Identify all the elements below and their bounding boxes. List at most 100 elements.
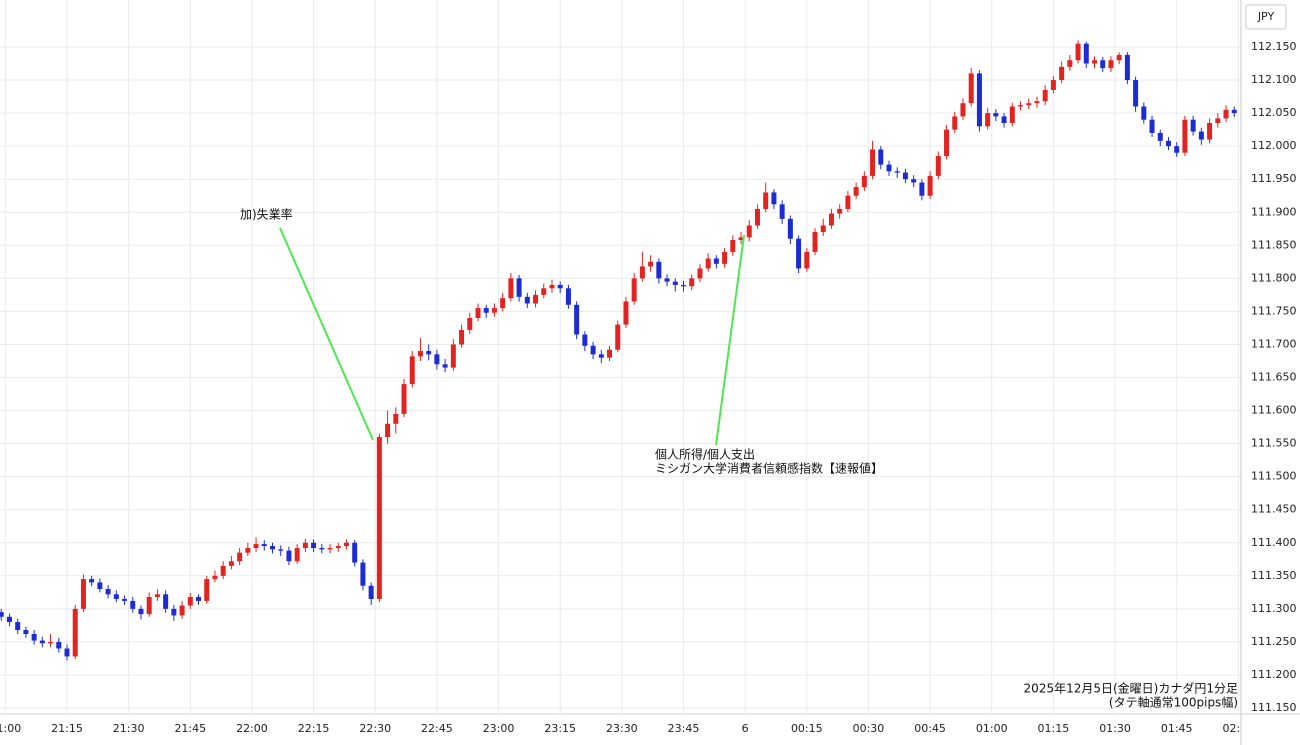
y-tick-label: 111.950 — [1251, 172, 1297, 185]
candle-body — [426, 351, 432, 355]
candle-body — [1190, 119, 1196, 132]
candle-body — [664, 278, 670, 282]
candle-body — [1059, 66, 1065, 81]
candle-body — [976, 73, 982, 127]
candle-body — [656, 261, 662, 279]
candle-body — [508, 278, 514, 299]
candle-body — [1149, 119, 1155, 133]
candle-body — [1215, 118, 1221, 124]
candle-body — [1018, 105, 1024, 107]
candle-body — [228, 561, 234, 566]
candle-body — [393, 413, 399, 424]
candle-body — [130, 600, 136, 609]
y-tick-label: 111.350 — [1251, 569, 1297, 582]
candle-body — [212, 575, 218, 580]
candle-body — [368, 585, 374, 599]
x-tick-label: 01:00 — [976, 722, 1008, 735]
x-tick-label: 21:00 — [0, 722, 21, 735]
candle-body — [442, 364, 448, 368]
candle-body — [1026, 103, 1032, 106]
candle-body — [23, 630, 29, 634]
candle-body — [39, 640, 45, 644]
candle-body — [713, 258, 719, 264]
candle-body — [89, 579, 95, 583]
x-tick-label: 22:30 — [359, 722, 391, 735]
candle-body — [820, 225, 826, 233]
candle-body — [771, 192, 777, 205]
y-tick-label: 111.600 — [1251, 404, 1297, 417]
candle-body — [1050, 80, 1056, 90]
x-tick-label: 21:15 — [51, 722, 83, 735]
y-tick-label: 111.200 — [1251, 668, 1297, 681]
candle-body — [574, 304, 580, 335]
candle-body — [245, 548, 251, 553]
candle-body — [1124, 54, 1130, 81]
annotation: ミシガン大学消費者信頼感指数【速報値】 — [655, 461, 883, 476]
candle-body — [1157, 132, 1163, 141]
x-tick-label: 22:45 — [421, 722, 453, 735]
candle-body — [261, 544, 267, 547]
candle-body — [459, 329, 465, 345]
candle-body — [15, 622, 21, 631]
candle-body — [294, 548, 300, 562]
candle-body — [1083, 43, 1089, 64]
candle-body — [97, 582, 103, 590]
annotation-line — [279, 227, 374, 441]
x-tick-label: 23:45 — [668, 722, 700, 735]
candle-body — [590, 345, 596, 355]
y-tick-label: 111.650 — [1251, 371, 1297, 384]
candle-body — [335, 546, 341, 549]
candle-body — [894, 171, 900, 173]
y-tick-label: 111.150 — [1251, 701, 1297, 714]
candle-body — [952, 116, 958, 130]
candle-body — [968, 73, 974, 104]
annotation: 個人所得/個人支出 — [655, 447, 755, 462]
annotation: 加)失業率 — [240, 207, 293, 222]
candle-body — [179, 605, 185, 616]
candle-body — [738, 237, 744, 241]
candle-body — [697, 268, 703, 279]
candle-body — [541, 288, 547, 295]
candle-body — [64, 648, 70, 657]
candle-body — [80, 579, 86, 609]
candle-body — [48, 641, 54, 644]
candle-body — [311, 542, 317, 549]
candle-body — [565, 288, 571, 305]
candle-body — [483, 308, 489, 313]
candle-body — [113, 594, 119, 599]
currency-box — [1245, 4, 1287, 30]
y-tick-label: 112.000 — [1251, 139, 1297, 152]
annotations: 加)失業率 個人所得/個人支出 ミシガン大学消費者信頼感指数【速報値】 2025… — [240, 207, 1238, 710]
x-tick-label: 00:45 — [914, 722, 946, 735]
candle-body — [861, 175, 867, 188]
candle-body — [648, 261, 654, 267]
x-tick-label: 22:15 — [298, 722, 330, 735]
candle-body — [705, 258, 711, 269]
candle-body — [163, 594, 169, 609]
candle-body — [878, 149, 884, 165]
candle-body — [787, 218, 793, 239]
candle-body — [902, 172, 908, 180]
candle-body — [993, 113, 999, 117]
candle-body — [796, 238, 802, 269]
candle-body — [853, 187, 859, 196]
candle-body — [220, 565, 226, 576]
candle-body — [927, 175, 933, 196]
candle-body — [845, 195, 851, 209]
y-tick-label: 111.500 — [1251, 470, 1297, 483]
candle-body — [607, 349, 613, 358]
candle-body — [754, 208, 760, 226]
candle-body — [582, 334, 588, 346]
candle-body — [286, 550, 292, 562]
candle-body — [491, 308, 497, 313]
candle-body — [598, 354, 604, 358]
y-tick-label: 112.100 — [1251, 73, 1297, 86]
candle-body — [360, 562, 366, 586]
candle-body — [639, 266, 645, 279]
candle-body — [352, 542, 358, 563]
candle-body — [722, 251, 728, 264]
candle-body — [1207, 123, 1213, 140]
candle-body — [960, 103, 966, 117]
candle-body — [154, 594, 160, 597]
candle-body — [1165, 140, 1171, 147]
